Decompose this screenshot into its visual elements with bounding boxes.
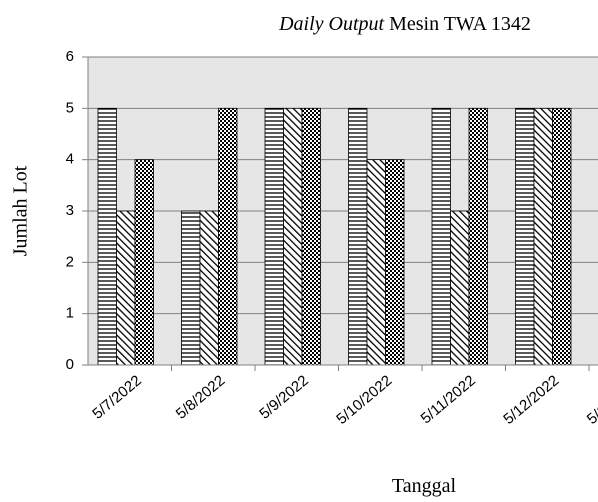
bar <box>450 210 470 366</box>
x-tick-label: 5/7/2022 <box>89 372 145 423</box>
x-tick-label: 5/10/2022 <box>333 372 395 428</box>
title-emphasis: Daily Output <box>278 13 384 35</box>
y-tick-label: 5 <box>66 99 74 116</box>
x-tick-label: 5/8/2022 <box>173 372 229 423</box>
x-tick-label: 5/13/2022 <box>584 372 598 428</box>
bar <box>199 210 219 366</box>
bar <box>218 107 238 366</box>
x-tick-label: 5/12/2022 <box>500 372 562 428</box>
bar <box>468 107 488 366</box>
bar <box>431 107 451 366</box>
y-tick-label: 4 <box>66 151 74 168</box>
bar <box>283 107 303 366</box>
chart-title: Daily Output Mesin TWA 1342 <box>278 13 531 35</box>
x-tick-label: 5/9/2022 <box>256 372 312 423</box>
y-tick-label: 1 <box>66 305 74 322</box>
bar <box>97 107 117 366</box>
y-tick-label: 0 <box>66 356 74 373</box>
bar <box>366 159 386 366</box>
bar <box>264 107 284 366</box>
y-tick-label: 3 <box>66 202 74 219</box>
bar <box>116 210 136 366</box>
bar <box>348 107 368 366</box>
y-tick-label: 6 <box>66 48 74 65</box>
bar <box>552 107 572 366</box>
bar <box>301 107 321 366</box>
bar <box>515 107 535 366</box>
y-tick-label: 2 <box>66 253 74 270</box>
bar <box>181 210 201 366</box>
x-tick-label: 5/11/2022 <box>418 372 479 427</box>
x-axis-label: Tanggal <box>392 475 457 497</box>
title-rest: Mesin TWA 1342 <box>389 13 531 35</box>
y-axis-label: Jumlah Lot <box>10 165 32 256</box>
bar <box>385 159 405 366</box>
bar <box>134 159 154 366</box>
bar <box>533 107 553 366</box>
